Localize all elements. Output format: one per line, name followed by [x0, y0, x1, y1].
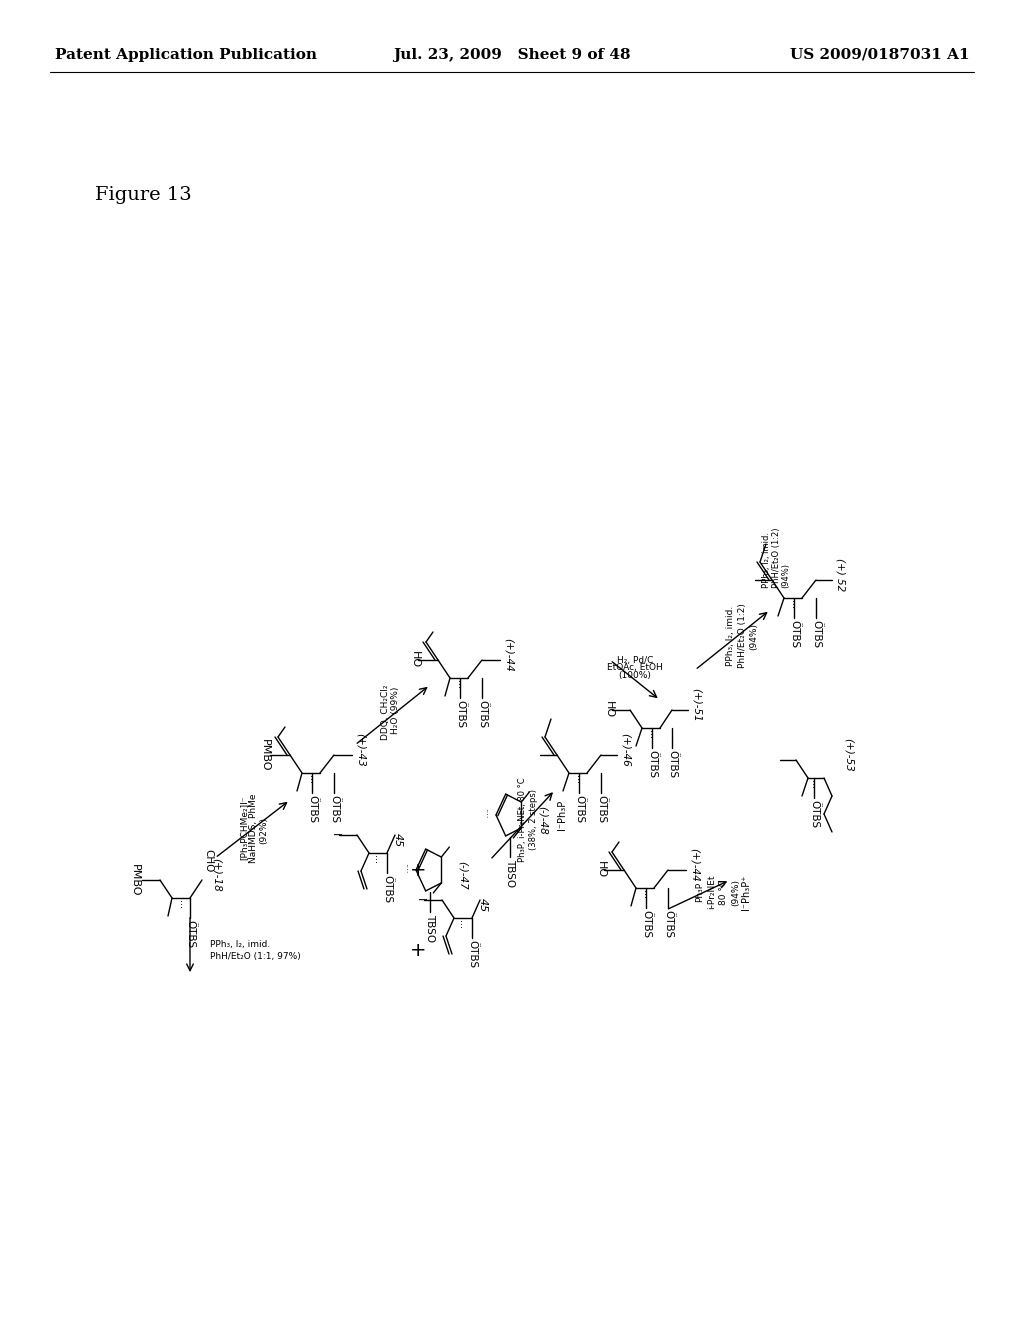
Text: ...: ... — [455, 680, 465, 689]
Text: +: + — [410, 940, 426, 960]
Text: US 2009/0187031 A1: US 2009/0187031 A1 — [791, 48, 970, 62]
Text: ÖTBS: ÖTBS — [790, 620, 799, 648]
Text: DDQ, CH₂Cl₂: DDQ, CH₂Cl₂ — [381, 684, 390, 739]
Text: ...: ... — [574, 775, 584, 784]
Text: ...: ... — [647, 730, 657, 739]
Text: (+)-53: (+)-53 — [844, 738, 854, 772]
Text: ...: ... — [809, 780, 819, 789]
Text: TBSO: TBSO — [505, 859, 515, 887]
Text: TBSO: TBSO — [425, 913, 435, 942]
Text: ....: .... — [483, 808, 493, 818]
Text: H₂O (99%): H₂O (99%) — [391, 686, 400, 734]
Text: ÖTBS: ÖTBS — [329, 795, 339, 824]
Text: Ph₃P, i-Pr₂NEt, 80 °C: Ph₃P, i-Pr₂NEt, 80 °C — [517, 777, 526, 862]
Text: ÖTBS: ÖTBS — [663, 909, 673, 939]
Text: ÖTBS: ÖTBS — [811, 620, 821, 648]
Text: 45: 45 — [478, 898, 488, 912]
Text: Ph₃P: Ph₃P — [695, 882, 705, 902]
Text: NaHMDS, PhMe: NaHMDS, PhMe — [249, 793, 258, 863]
Text: PMBO: PMBO — [260, 739, 270, 771]
Text: H₂, Pd/C: H₂, Pd/C — [616, 656, 653, 665]
Text: ...: ... — [307, 775, 317, 784]
Text: (+)-44: (+)-44 — [504, 638, 514, 672]
Text: ...: ... — [457, 920, 467, 929]
Text: I⁻Ph₃P: I⁻Ph₃P — [557, 800, 567, 830]
Text: [Ph₃PCHMe₂]I⁻: [Ph₃PCHMe₂]I⁻ — [239, 796, 248, 861]
Text: ÖTBS: ÖTBS — [647, 750, 657, 777]
Text: i-Pr₂NEt: i-Pr₂NEt — [708, 875, 717, 909]
Text: PhH/Et₂O (1:1, 97%): PhH/Et₂O (1:1, 97%) — [210, 953, 301, 961]
Text: PPh₃, I₂, imid.: PPh₃, I₂, imid. — [762, 532, 770, 587]
Text: (+)-44: (+)-44 — [690, 849, 700, 882]
Text: ÖTBS: ÖTBS — [641, 909, 651, 939]
Text: ÖTBS: ÖTBS — [467, 940, 477, 968]
Text: ...: ... — [177, 900, 187, 909]
Text: ÖTBS: ÖTBS — [185, 920, 195, 948]
Text: HO: HO — [596, 862, 606, 879]
Text: (100%): (100%) — [618, 671, 651, 680]
Text: ...: ... — [790, 601, 799, 609]
Text: (94%): (94%) — [731, 879, 740, 906]
Text: (-)-48: (-)-48 — [538, 805, 548, 834]
Text: ÖTBS: ÖTBS — [574, 795, 584, 824]
Text: PPh₃, I₂, imid.: PPh₃, I₂, imid. — [725, 606, 734, 667]
Text: I: I — [330, 833, 340, 837]
Text: ÖTBS: ÖTBS — [307, 795, 317, 824]
Text: 80 °C: 80 °C — [720, 879, 728, 904]
Text: CHO: CHO — [203, 849, 213, 873]
Text: PhH/Et₂O (1:2): PhH/Et₂O (1:2) — [771, 528, 780, 587]
Text: EtOAc, EtOH: EtOAc, EtOH — [607, 663, 663, 672]
Text: (92%): (92%) — [259, 817, 268, 843]
Text: (+)-43: (+)-43 — [356, 733, 366, 767]
Text: ÖTBS: ÖTBS — [455, 700, 465, 729]
Text: (94%): (94%) — [750, 623, 759, 649]
Text: I⁻Ph₃P⁺: I⁻Ph₃P⁺ — [741, 874, 751, 909]
Text: (-)-47: (-)-47 — [458, 861, 468, 890]
Text: +: + — [410, 861, 426, 879]
Text: Jul. 23, 2009   Sheet 9 of 48: Jul. 23, 2009 Sheet 9 of 48 — [393, 48, 631, 62]
Text: ÖTBS: ÖTBS — [809, 800, 819, 828]
Text: PhH/Et₂O (1:2): PhH/Et₂O (1:2) — [737, 603, 746, 668]
Text: 45: 45 — [393, 833, 403, 847]
Text: Figure 13: Figure 13 — [95, 186, 191, 205]
Text: (+)-46: (+)-46 — [621, 733, 631, 767]
Text: Patent Application Publication: Patent Application Publication — [55, 48, 317, 62]
Text: (+) 52: (+) 52 — [836, 558, 846, 591]
Text: I: I — [415, 899, 425, 902]
Text: PMBO: PMBO — [130, 863, 140, 896]
Text: ...: ... — [641, 890, 651, 899]
Text: (38%, 2 steps): (38%, 2 steps) — [529, 789, 539, 850]
Text: ÖTBS: ÖTBS — [382, 875, 392, 903]
Text: (+)-18: (+)-18 — [212, 858, 222, 892]
Text: HO: HO — [604, 701, 614, 718]
Text: ...: ... — [372, 855, 382, 865]
Text: PPh₃, I₂, imid.: PPh₃, I₂, imid. — [210, 940, 270, 949]
Text: ÖTBS: ÖTBS — [477, 700, 487, 729]
Text: ÖTBS: ÖTBS — [596, 795, 606, 824]
Text: ....: .... — [403, 863, 413, 874]
Text: (+)-51: (+)-51 — [692, 688, 702, 722]
Text: (94%): (94%) — [781, 564, 791, 587]
Text: HO: HO — [410, 652, 420, 668]
Text: ÖTBS: ÖTBS — [667, 750, 677, 777]
